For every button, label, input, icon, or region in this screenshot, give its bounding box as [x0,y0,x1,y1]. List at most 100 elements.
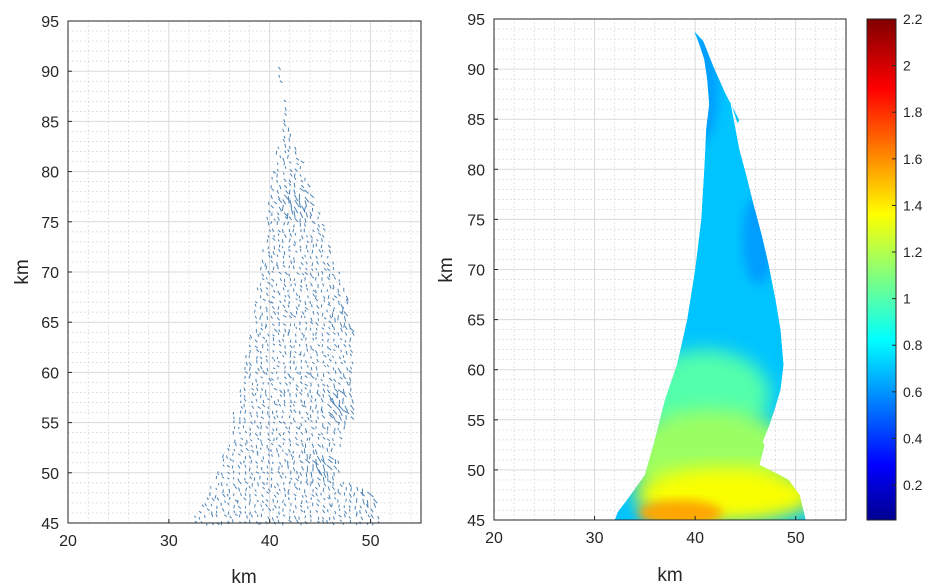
vector-arrow [239,514,240,517]
vector-arrow [254,310,255,313]
vector-arrow [288,305,289,308]
vector-arrow [283,432,284,435]
vector-arrow [335,492,336,495]
vector-arrow [367,500,368,506]
right-x-tick-label: 40 [686,530,704,547]
vector-arrow [273,267,274,270]
vector-arrow [290,405,291,407]
vector-arrow [308,393,309,397]
vector-arrow [223,459,224,462]
vector-arrow [240,389,241,392]
vector-arrow [268,382,269,384]
right-y-tick-label: 55 [467,413,485,430]
vector-arrow [233,493,234,496]
vector-arrow [279,244,280,247]
vector-arrow [271,396,272,398]
vector-arrow [311,346,312,349]
vector-arrow [335,370,336,373]
vector-arrow [321,255,322,258]
colorbar-tick-label: 2 [903,58,911,74]
vector-arrow [317,354,318,356]
vector-arrow [271,185,272,187]
vector-arrow [241,394,242,396]
vector-arrow [313,410,314,413]
vector-arrow [306,327,307,330]
vector-arrow [327,256,328,258]
vector-arrow [240,411,241,414]
vector-arrow [313,311,314,314]
vector-arrow [282,239,283,243]
colorbar-tick-label: 0.8 [903,337,923,353]
left-y-axis-label: km [12,259,33,284]
left-x-tick-label: 30 [160,533,178,550]
vector-arrow [245,478,246,481]
vector-arrow [205,515,206,518]
vector-arrow [299,411,300,415]
vector-arrow [301,366,302,368]
colorbar-ticks: 0.20.40.60.811.21.41.61.822.2 [892,11,923,493]
vector-arrow [268,433,269,436]
vector-arrow [343,398,344,404]
left-y-tick-label: 70 [41,265,59,282]
right-y-tick-label: 70 [467,263,485,280]
colorbar-gradient [867,19,896,520]
vector-arrow [306,245,307,249]
vector-arrow [315,399,316,402]
left-y-tick-label: 60 [41,365,59,382]
right-y-tick-label: 80 [467,162,485,179]
right-y-tick-label: 90 [467,62,485,79]
vector-arrow [223,454,224,458]
right-y-tick-label: 45 [467,513,485,530]
vector-arrow [360,510,361,514]
colorbar-tick-label: 0.2 [903,477,923,493]
right-y-tick-label: 60 [467,363,485,380]
vector-arrow [227,455,228,458]
colorbar-tick-label: 0.6 [903,384,923,400]
colorbar-tick-label: 0.4 [903,430,923,446]
vector-arrow [294,279,295,282]
vector-arrow [263,509,264,511]
vector-arrow [312,250,313,254]
left-y-tick-label: 45 [41,516,59,533]
vector-arrow [317,390,318,394]
vector-arrow [304,335,305,338]
vector-arrow [267,349,268,351]
vector-arrow [338,289,339,293]
vector-arrow [257,384,258,386]
vector-arrow [285,345,286,348]
colorbar-tick-label: 1.2 [903,244,923,260]
right-y-tick-label: 50 [467,463,485,480]
vector-arrow [274,359,275,361]
vector-arrow [343,389,344,394]
vector-arrow [288,465,289,469]
colorbar-tick-label: 1 [903,291,911,307]
vector-arrow [329,443,330,447]
vector-arrow [300,328,301,330]
left-x-tick-label: 20 [59,533,77,550]
right-y-tick-label: 75 [467,212,485,229]
vector-arrow [305,255,306,257]
vector-arrow [316,420,317,423]
vector-arrow [316,332,317,335]
left-x-tick-label: 50 [362,533,380,550]
vector-arrow [295,283,296,286]
left-x-axis-label: km [231,567,256,588]
vector-arrow [278,453,279,457]
vector-arrow [211,504,212,506]
vector-arrow [307,235,308,237]
vector-arrow [252,401,253,403]
vector-arrow [338,499,339,502]
left-y-tick-label: 95 [41,14,59,31]
vector-arrow [312,304,313,307]
vector-arrow [289,239,290,242]
vector-arrow [258,482,259,486]
vector-arrow [311,395,312,398]
right-y-tick-label: 65 [467,313,485,330]
vector-arrow [272,285,273,287]
vector-arrow [279,511,280,514]
vector-arrow [323,477,324,482]
vector-arrow [266,324,267,327]
vector-arrow [279,329,280,331]
vector-arrow [278,312,279,315]
